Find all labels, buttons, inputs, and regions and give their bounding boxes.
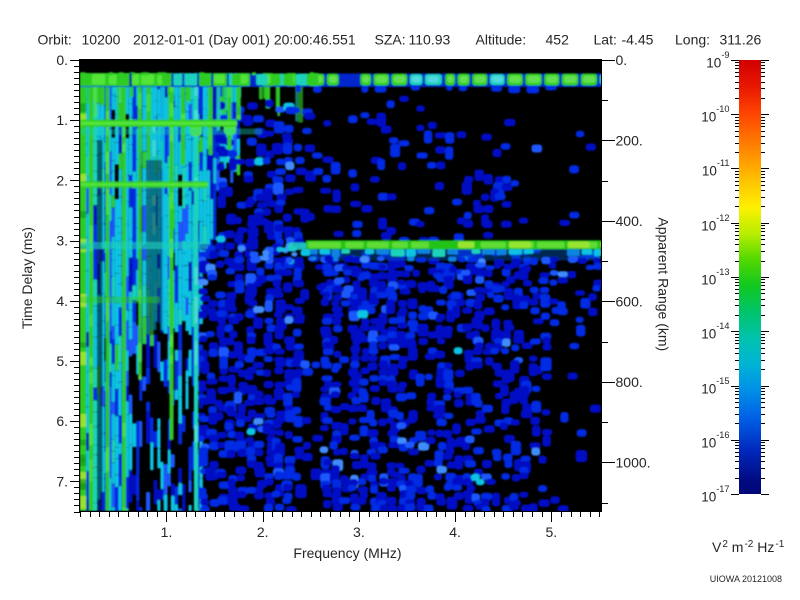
svg-text:Apparent Range (km): Apparent Range (km) <box>656 217 672 351</box>
svg-text:110.93: 110.93 <box>409 32 451 48</box>
svg-text:3.: 3. <box>353 524 365 540</box>
svg-text:Time Delay (ms): Time Delay (ms) <box>19 227 35 329</box>
svg-text:SZA:: SZA: <box>375 32 406 48</box>
svg-text:1.: 1. <box>56 112 68 128</box>
svg-text:0.: 0. <box>616 52 628 68</box>
svg-text:600.: 600. <box>616 293 643 309</box>
svg-text:5.: 5. <box>56 353 68 369</box>
svg-text:3.: 3. <box>56 233 68 249</box>
svg-text:5.: 5. <box>545 524 557 540</box>
svg-text:1000.: 1000. <box>616 454 651 470</box>
svg-text:10200: 10200 <box>82 32 121 48</box>
svg-text:2012-01-01 (Day 001) 20:00:46.: 2012-01-01 (Day 001) 20:00:46.551 <box>133 32 356 48</box>
svg-text:2.: 2. <box>257 524 269 540</box>
svg-text:V2 m-2 Hz-1: V2 m-2 Hz-1 <box>712 539 785 555</box>
svg-text:Long:: Long: <box>675 32 710 48</box>
svg-text:311.26: 311.26 <box>720 32 762 48</box>
svg-text:1.: 1. <box>161 524 173 540</box>
svg-text:452: 452 <box>546 32 570 48</box>
svg-text:Orbit:: Orbit: <box>38 32 72 48</box>
svg-text:6.: 6. <box>56 413 68 429</box>
svg-text:7.: 7. <box>56 473 68 489</box>
svg-text:800.: 800. <box>616 374 643 390</box>
svg-text:0.: 0. <box>56 52 68 68</box>
svg-text:2.: 2. <box>56 172 68 188</box>
svg-text:UIOWA 20121008: UIOWA 20121008 <box>710 574 782 584</box>
svg-text:Altitude:: Altitude: <box>476 32 527 48</box>
svg-text:Lat:: Lat: <box>594 32 617 48</box>
svg-text:Frequency (MHz): Frequency (MHz) <box>293 545 401 561</box>
svg-text:4.: 4. <box>56 293 68 309</box>
svg-text:400.: 400. <box>616 213 643 229</box>
svg-text:-4.45: -4.45 <box>622 32 654 48</box>
svg-text:4.: 4. <box>449 524 461 540</box>
svg-text:200.: 200. <box>616 133 643 149</box>
